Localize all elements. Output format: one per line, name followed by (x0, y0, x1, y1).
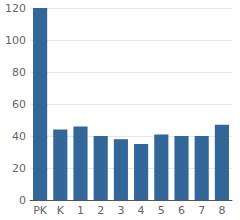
svg-text:4: 4 (138, 204, 145, 217)
svg-text:8: 8 (218, 204, 225, 217)
svg-text:2: 2 (97, 204, 104, 217)
svg-text:0: 0 (19, 194, 26, 207)
svg-text:K: K (57, 204, 65, 217)
svg-text:5: 5 (158, 204, 165, 217)
svg-text:1: 1 (77, 204, 84, 217)
svg-text:40: 40 (12, 130, 26, 143)
svg-text:7: 7 (198, 204, 205, 217)
svg-text:20: 20 (12, 162, 26, 175)
svg-text:80: 80 (12, 66, 26, 79)
svg-text:100: 100 (5, 34, 26, 47)
svg-text:3: 3 (117, 204, 124, 217)
svg-text:6: 6 (178, 204, 185, 217)
svg-text:PK: PK (33, 204, 48, 217)
svg-text:60: 60 (12, 98, 26, 111)
svg-text:120: 120 (5, 2, 26, 15)
